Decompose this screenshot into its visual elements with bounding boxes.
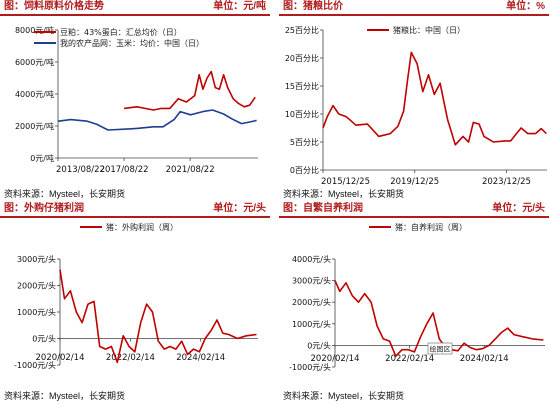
legend-label: 我的农产品网：玉米：均价：中国（日） <box>60 38 204 48</box>
chart-panel-self-breeding-profit: 图：自繁自养利润 单位：元/头 -1000元/头 0元/头 1000元/头 2000元… <box>279 202 550 404</box>
y-tick-label: 3000元/头 <box>292 276 331 286</box>
x-tick-label: 2022/02/14 <box>106 353 155 363</box>
y-tick-label: 1000元/头 <box>17 307 56 317</box>
y-tick-label: 2000元/吨 <box>15 121 54 131</box>
y-tick-label: 1000元/头 <box>292 319 331 329</box>
chart-label: 图：饲料原料价格走势 <box>4 1 104 12</box>
x-tick-label: 2020/02/14 <box>36 353 85 363</box>
chart-svg: 0百分比 5百分比 10百分比 15百分比 20百分比 25百分比 2015/12/25 20… <box>285 25 547 187</box>
chart-panel-feed-prices: 图：饲料原料价格走势 单位：元/吨 0元/吨 2000元/吨 4000元/吨 6000… <box>0 0 275 202</box>
series-line <box>322 51 547 146</box>
chart-unit: 单位：% <box>506 1 545 12</box>
chart-label: 图：外购仔猪利润 <box>4 203 84 214</box>
chart-unit: 单位：元/头 <box>492 203 545 214</box>
annotation-box <box>427 342 453 355</box>
y-tick-label: 0元/头 <box>32 334 56 344</box>
annotation-label: 绘图区 <box>430 345 451 354</box>
y-tick-label: 2000元/头 <box>292 297 331 307</box>
y-tick-label: 10百分比 <box>285 109 319 119</box>
y-tick-label: 3000元/头 <box>17 254 56 264</box>
legend-label: 猪粮比：中国（日） <box>393 25 465 35</box>
y-tick-label: 15百分比 <box>285 81 319 91</box>
y-tick-label: 4000元/头 <box>292 254 331 264</box>
x-tick-label: 2023/12/25 <box>482 177 531 187</box>
legend-label: 豆粕：43%蛋白：汇总均价（日） <box>60 27 182 37</box>
x-tick-label: 2019/12/25 <box>390 177 439 187</box>
chart-label: 图：自繁自养利润 <box>283 203 363 214</box>
y-tick-label: 8000元/吨 <box>15 25 54 35</box>
legend-label: 猪：自养利润（周） <box>395 222 467 232</box>
y-tick-label: 20百分比 <box>285 53 319 63</box>
chart-source: 资料来源：Mysteel，长安期货 <box>4 189 126 199</box>
chart-unit: 单位：元/头 <box>213 203 266 214</box>
series-line <box>124 70 256 111</box>
chart-panel-purchased-piglet-profit: 图：外购仔猪利润 单位：元/头 -1000元/头 0元/头 1000元/头 2000元… <box>0 202 275 404</box>
chart-svg: -1000元/头 0元/头 1000元/头 2000元/头 3000元/头 2020/02… <box>14 222 258 370</box>
y-tick-label: 0元/吨 <box>30 153 54 163</box>
y-tick-label: 4000元/吨 <box>15 89 54 99</box>
chart-source: 资料来源：Mysteel，长安期货 <box>283 391 405 401</box>
chart-svg: 0元/吨 2000元/吨 4000元/吨 6000元/吨 8000元/吨 2013/08/… <box>15 25 258 175</box>
chart-header: 图：饲料原料价格走势 单位：元/吨 <box>0 0 270 16</box>
y-tick-label: 0百分比 <box>290 165 319 175</box>
x-tick-label: 2020/02/14 <box>311 354 360 364</box>
legend-label: 猪：外购利润（周） <box>106 222 178 232</box>
series-line <box>57 109 257 131</box>
chart-svg: -1000元/头 0元/头 1000元/头 2000元/头 3000元/头 4000元/头… <box>289 222 545 372</box>
x-tick-label: 2015/12/25 <box>321 177 370 187</box>
y-tick-label: 5百分比 <box>290 137 319 147</box>
series-line <box>59 269 257 364</box>
chart-source: 资料来源：Mysteel，长安期货 <box>4 391 126 401</box>
y-tick-label: -1000元/头 <box>14 360 56 370</box>
chart-header: 图：自繁自养利润 单位：元/头 <box>279 202 549 218</box>
chart-header: 图：猪粮比价 单位：% <box>279 0 549 16</box>
y-tick-label: -1000元/头 <box>289 362 331 372</box>
y-tick-label: 2000元/头 <box>17 281 56 291</box>
chart-label: 图：猪粮比价 <box>283 1 343 12</box>
y-tick-label: 0元/头 <box>307 340 331 350</box>
series-line <box>334 280 544 357</box>
x-tick-label: 2017/08/22 <box>100 165 149 175</box>
chart-panel-hog-grain-ratio: 图：猪粮比价 单位：% 0百分比 5百分比 10百分比 15百分比 20百分比 25百分比… <box>279 0 550 202</box>
chart-header: 图：外购仔猪利润 单位：元/头 <box>0 202 270 218</box>
chart-source: 资料来源：Mysteel，长安期货 <box>283 189 405 199</box>
x-tick-label: 2022/02/14 <box>385 354 434 364</box>
x-tick-label: 2024/02/14 <box>460 354 509 364</box>
chart-unit: 单位：元/吨 <box>213 1 266 12</box>
x-tick-label: 2021/08/22 <box>166 165 215 175</box>
x-tick-label: 2013/08/22 <box>56 165 105 175</box>
x-tick-label: 2024/02/14 <box>176 353 225 363</box>
y-tick-label: 6000元/吨 <box>15 57 54 67</box>
y-tick-label: 25百分比 <box>285 25 319 35</box>
